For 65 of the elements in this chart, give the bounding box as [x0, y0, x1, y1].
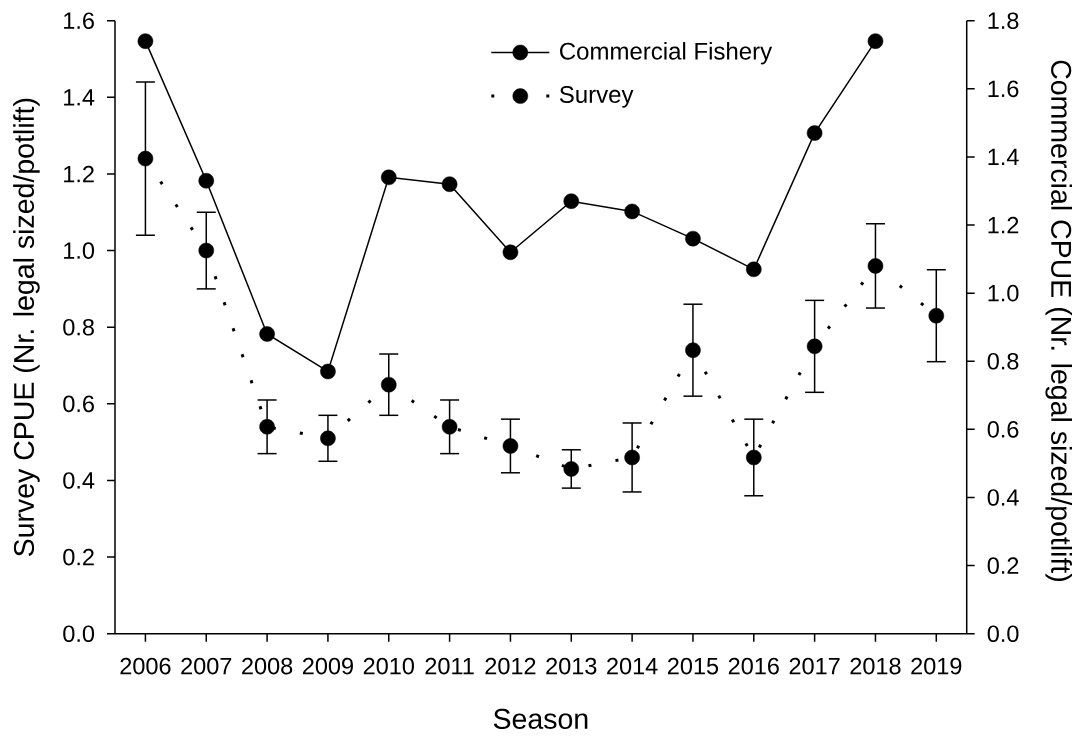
point: [746, 449, 762, 466]
y-tick-label: 0.8: [63, 318, 94, 336]
point: [624, 449, 640, 466]
y2-tick-label: 0.6: [987, 421, 1019, 438]
x-axis-title: Season: [493, 708, 588, 730]
y-tick-label: 0.2: [63, 548, 94, 566]
x-tick-label: 2017: [789, 657, 840, 675]
x-tick-label: 2008: [242, 657, 293, 675]
point: [320, 430, 336, 447]
y2-tick-label: 0.2: [987, 557, 1019, 574]
point: [320, 363, 336, 380]
point: [867, 33, 884, 49]
x-tick-label: 2016: [728, 657, 779, 675]
point: [259, 419, 275, 435]
x-tick-label: 2018: [850, 657, 901, 675]
x-tick-label: 2007: [181, 657, 232, 675]
point: [441, 176, 458, 192]
point: [137, 150, 154, 167]
point: [198, 173, 215, 189]
y2-axis-title: Commercial CPUE (Nr. legal sized/potlift): [1045, 60, 1072, 582]
x-tick-label: 2011: [425, 657, 474, 675]
point: [563, 193, 580, 209]
y-tick-label: 1.6: [64, 12, 94, 30]
y-axis-title: Survey CPUE (Nr. legal sized/potlift): [13, 98, 40, 557]
x-tick-label: 2012: [485, 657, 536, 675]
y-tick-label: 0.4: [63, 472, 95, 489]
x-tick-label: 2014: [607, 657, 658, 675]
y2-tick-label: 0.8: [987, 352, 1019, 370]
x-tick-label: 2010: [363, 657, 414, 675]
y2-tick-label: 1.4: [988, 148, 1019, 165]
legend-label: Commercial Fishery: [560, 42, 773, 65]
point: [381, 169, 397, 186]
x-tick-label: 2015: [667, 657, 719, 675]
point: [685, 230, 701, 247]
point: [502, 438, 519, 454]
y-tick-label: 1.0: [64, 242, 95, 259]
y2-tick-label: 1.0: [988, 284, 1019, 302]
y-tick-label: 1.2: [64, 165, 94, 183]
point: [806, 125, 823, 141]
point: [806, 338, 823, 355]
y-tick-label: 0.0: [63, 625, 95, 643]
x-tick-label: 2009: [302, 657, 353, 675]
x-tick-label: 2019: [911, 657, 962, 675]
point: [928, 307, 945, 324]
y2-tick-label: 1.2: [988, 216, 1019, 234]
point: [685, 342, 701, 358]
y2-tick-label: 0.4: [987, 489, 1019, 506]
point: [137, 33, 154, 49]
y-tick-label: 0.6: [63, 395, 94, 413]
x-tick-label: 2013: [546, 657, 597, 675]
y2-tick-label: 0.0: [987, 625, 1019, 643]
point: [441, 419, 458, 435]
point: [381, 376, 397, 393]
point: [563, 461, 580, 477]
legend-label: Survey: [559, 85, 634, 108]
x-tick-label: 2006: [120, 657, 171, 675]
point: [198, 242, 215, 259]
y2-tick-label: 1.6: [988, 80, 1019, 98]
point: [867, 258, 884, 274]
point: [746, 261, 762, 278]
y2-tick-label: 1.8: [988, 12, 1019, 30]
point: [624, 203, 640, 220]
point: [259, 326, 275, 342]
point: [502, 244, 519, 261]
y-tick-label: 1.4: [64, 89, 95, 106]
